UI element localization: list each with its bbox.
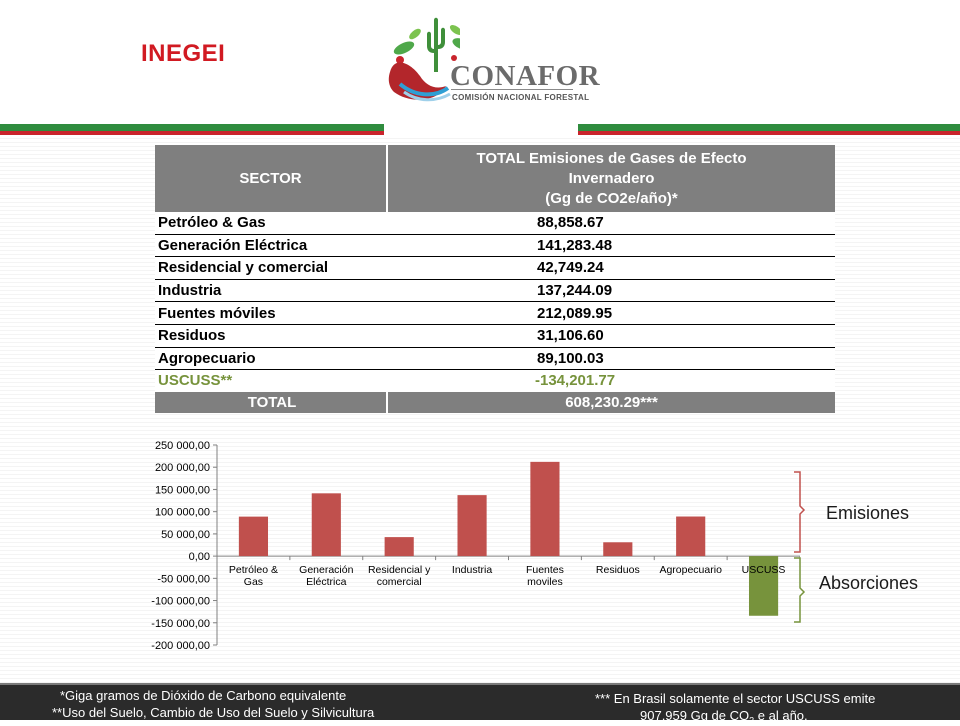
row-value: 31,106.60: [387, 324, 835, 348]
header-stripe-green-right: [578, 124, 960, 131]
header-stripe-green-left: [0, 124, 384, 131]
x-tick-label: Generación: [299, 564, 353, 576]
footnote-brasil-value-b: e al año.: [754, 708, 808, 723]
row-value: 212,089.95: [387, 301, 835, 325]
x-tick-label: Gas: [244, 576, 263, 588]
row-sector: Agropecuario: [155, 347, 387, 371]
col-header-sector: SECTOR: [155, 145, 388, 212]
col-header-total: TOTAL Emisiones de Gases de Efecto Inver…: [387, 145, 835, 212]
table-row: Petróleo & Gas 88,858.67: [155, 212, 835, 235]
bar-generaci-n-el-ctrica: [311, 493, 341, 557]
emisiones-brace: [794, 471, 806, 553]
bar-residencial-y-comercial: [384, 537, 414, 557]
x-tick-label: moviles: [527, 576, 563, 588]
table-row: Generación Eléctrica 141,283.48: [155, 234, 835, 258]
footer-divider: [0, 683, 960, 685]
x-tick-label: comercial: [377, 576, 422, 588]
y-tick-label: -200 000,00: [151, 640, 210, 652]
table-row-total: TOTAL 608,230.29***: [155, 391, 835, 414]
bar-petr-leo-gas: [238, 516, 269, 557]
row-sector: Petróleo & Gas: [155, 212, 387, 235]
table-header-row: SECTOR TOTAL Emisiones de Gases de Efect…: [155, 145, 835, 212]
row-value: 89,100.03: [387, 347, 835, 371]
page-title: INEGEI: [141, 40, 226, 67]
y-tick-label: 250 000,00: [155, 440, 210, 452]
x-tick-label: Residuos: [596, 564, 640, 576]
row-sector: USCUSS**: [155, 369, 387, 392]
annotation-braces: [794, 471, 806, 623]
table-row: Residuos 31,106.60: [155, 324, 835, 348]
x-tick-label: Residencial y: [368, 564, 431, 576]
emissions-bar-chart: 250 000,00 200 000,00 150 000,00 100 000,00…: [151, 440, 800, 652]
conafor-logo: CONAFOR COMISIÓN NACIONAL FORESTAL: [380, 12, 600, 112]
row-sector: Industria: [155, 279, 387, 303]
footnote-uscuss: **Uso del Suelo, Cambio de Uso del Suelo…: [52, 705, 375, 720]
header-stripe-red-left: [0, 131, 384, 135]
y-tick-label: 0,00: [189, 551, 210, 563]
row-sector: Residencial y comercial: [155, 256, 387, 280]
y-tick-label: 50 000,00: [161, 529, 210, 541]
x-tick-label: USCUSS: [742, 564, 786, 576]
row-value: -134,201.77: [387, 369, 835, 392]
table-row: Fuentes móviles 212,089.95: [155, 301, 835, 325]
footer-bar: [0, 683, 960, 720]
emissions-table: SECTOR TOTAL Emisiones de Gases de Efect…: [155, 145, 835, 414]
total-label: TOTAL: [155, 391, 387, 414]
logo-subtext: COMISIÓN NACIONAL FORESTAL: [452, 93, 590, 102]
footnote-gg: *Giga gramos de Dióxido de Carbono equiv…: [60, 688, 347, 703]
absorciones-label: Absorciones: [819, 573, 919, 593]
y-tick-label: 200 000,00: [155, 462, 210, 474]
row-sector: Generación Eléctrica: [155, 234, 387, 258]
bar-fuentes-moviles: [530, 461, 560, 557]
col-header-total-line3: (Gg de CO2e/año)*: [545, 189, 678, 207]
bar-residuos: [603, 542, 633, 557]
conafor-emblem-icon: [388, 17, 460, 102]
table-row: Agropecuario 89,100.03: [155, 347, 835, 371]
y-tick-label: -150 000,00: [151, 618, 210, 630]
absorciones-brace: [794, 557, 806, 623]
logo-divider: [451, 89, 573, 90]
y-tick-label: -100 000,00: [151, 596, 210, 608]
bar-industria: [457, 495, 487, 557]
row-sector: Residuos: [155, 324, 387, 348]
bar-agropecuario: [676, 516, 706, 557]
footnote-brasil-value-a: 907,959 Gg de CO: [640, 708, 750, 723]
row-value: 137,244.09: [387, 279, 835, 303]
header-stripe-red-right: [578, 131, 960, 135]
table-row: Industria 137,244.09: [155, 279, 835, 303]
footnote-brasil: *** En Brasil solamente el sector USCUSS…: [595, 691, 876, 706]
y-tick-label: 100 000,00: [155, 507, 210, 519]
x-tick-label: Fuentes: [526, 564, 564, 576]
col-header-total-line2: Invernadero: [568, 169, 655, 187]
x-tick-label: Eléctrica: [306, 576, 346, 588]
y-tick-label: 150 000,00: [155, 484, 210, 496]
emisiones-label: Emisiones: [826, 503, 910, 523]
total-value: 608,230.29***: [386, 391, 835, 414]
x-tick-label: Industria: [452, 564, 492, 576]
logo-brand-text: CONAFOR: [450, 60, 601, 92]
col-header-total-line1: TOTAL Emisiones de Gases de Efecto: [476, 149, 747, 167]
table-row: Residencial y comercial 42,749.24: [155, 256, 835, 280]
x-tick-label: Agropecuario: [659, 564, 722, 576]
row-value: 141,283.48: [387, 234, 835, 258]
row-sector: Fuentes móviles: [155, 301, 387, 325]
y-tick-label: -50 000,00: [157, 573, 210, 585]
row-value: 88,858.67: [387, 212, 835, 235]
table-row-uscuss: USCUSS** -134,201.77: [155, 369, 835, 392]
footnote-brasil-value: 907,959 Gg de CO2 e al año.: [640, 708, 808, 726]
row-value: 42,749.24: [387, 256, 835, 280]
x-tick-label: Petróleo &: [229, 564, 278, 576]
bar-uscuss: [748, 556, 779, 616]
